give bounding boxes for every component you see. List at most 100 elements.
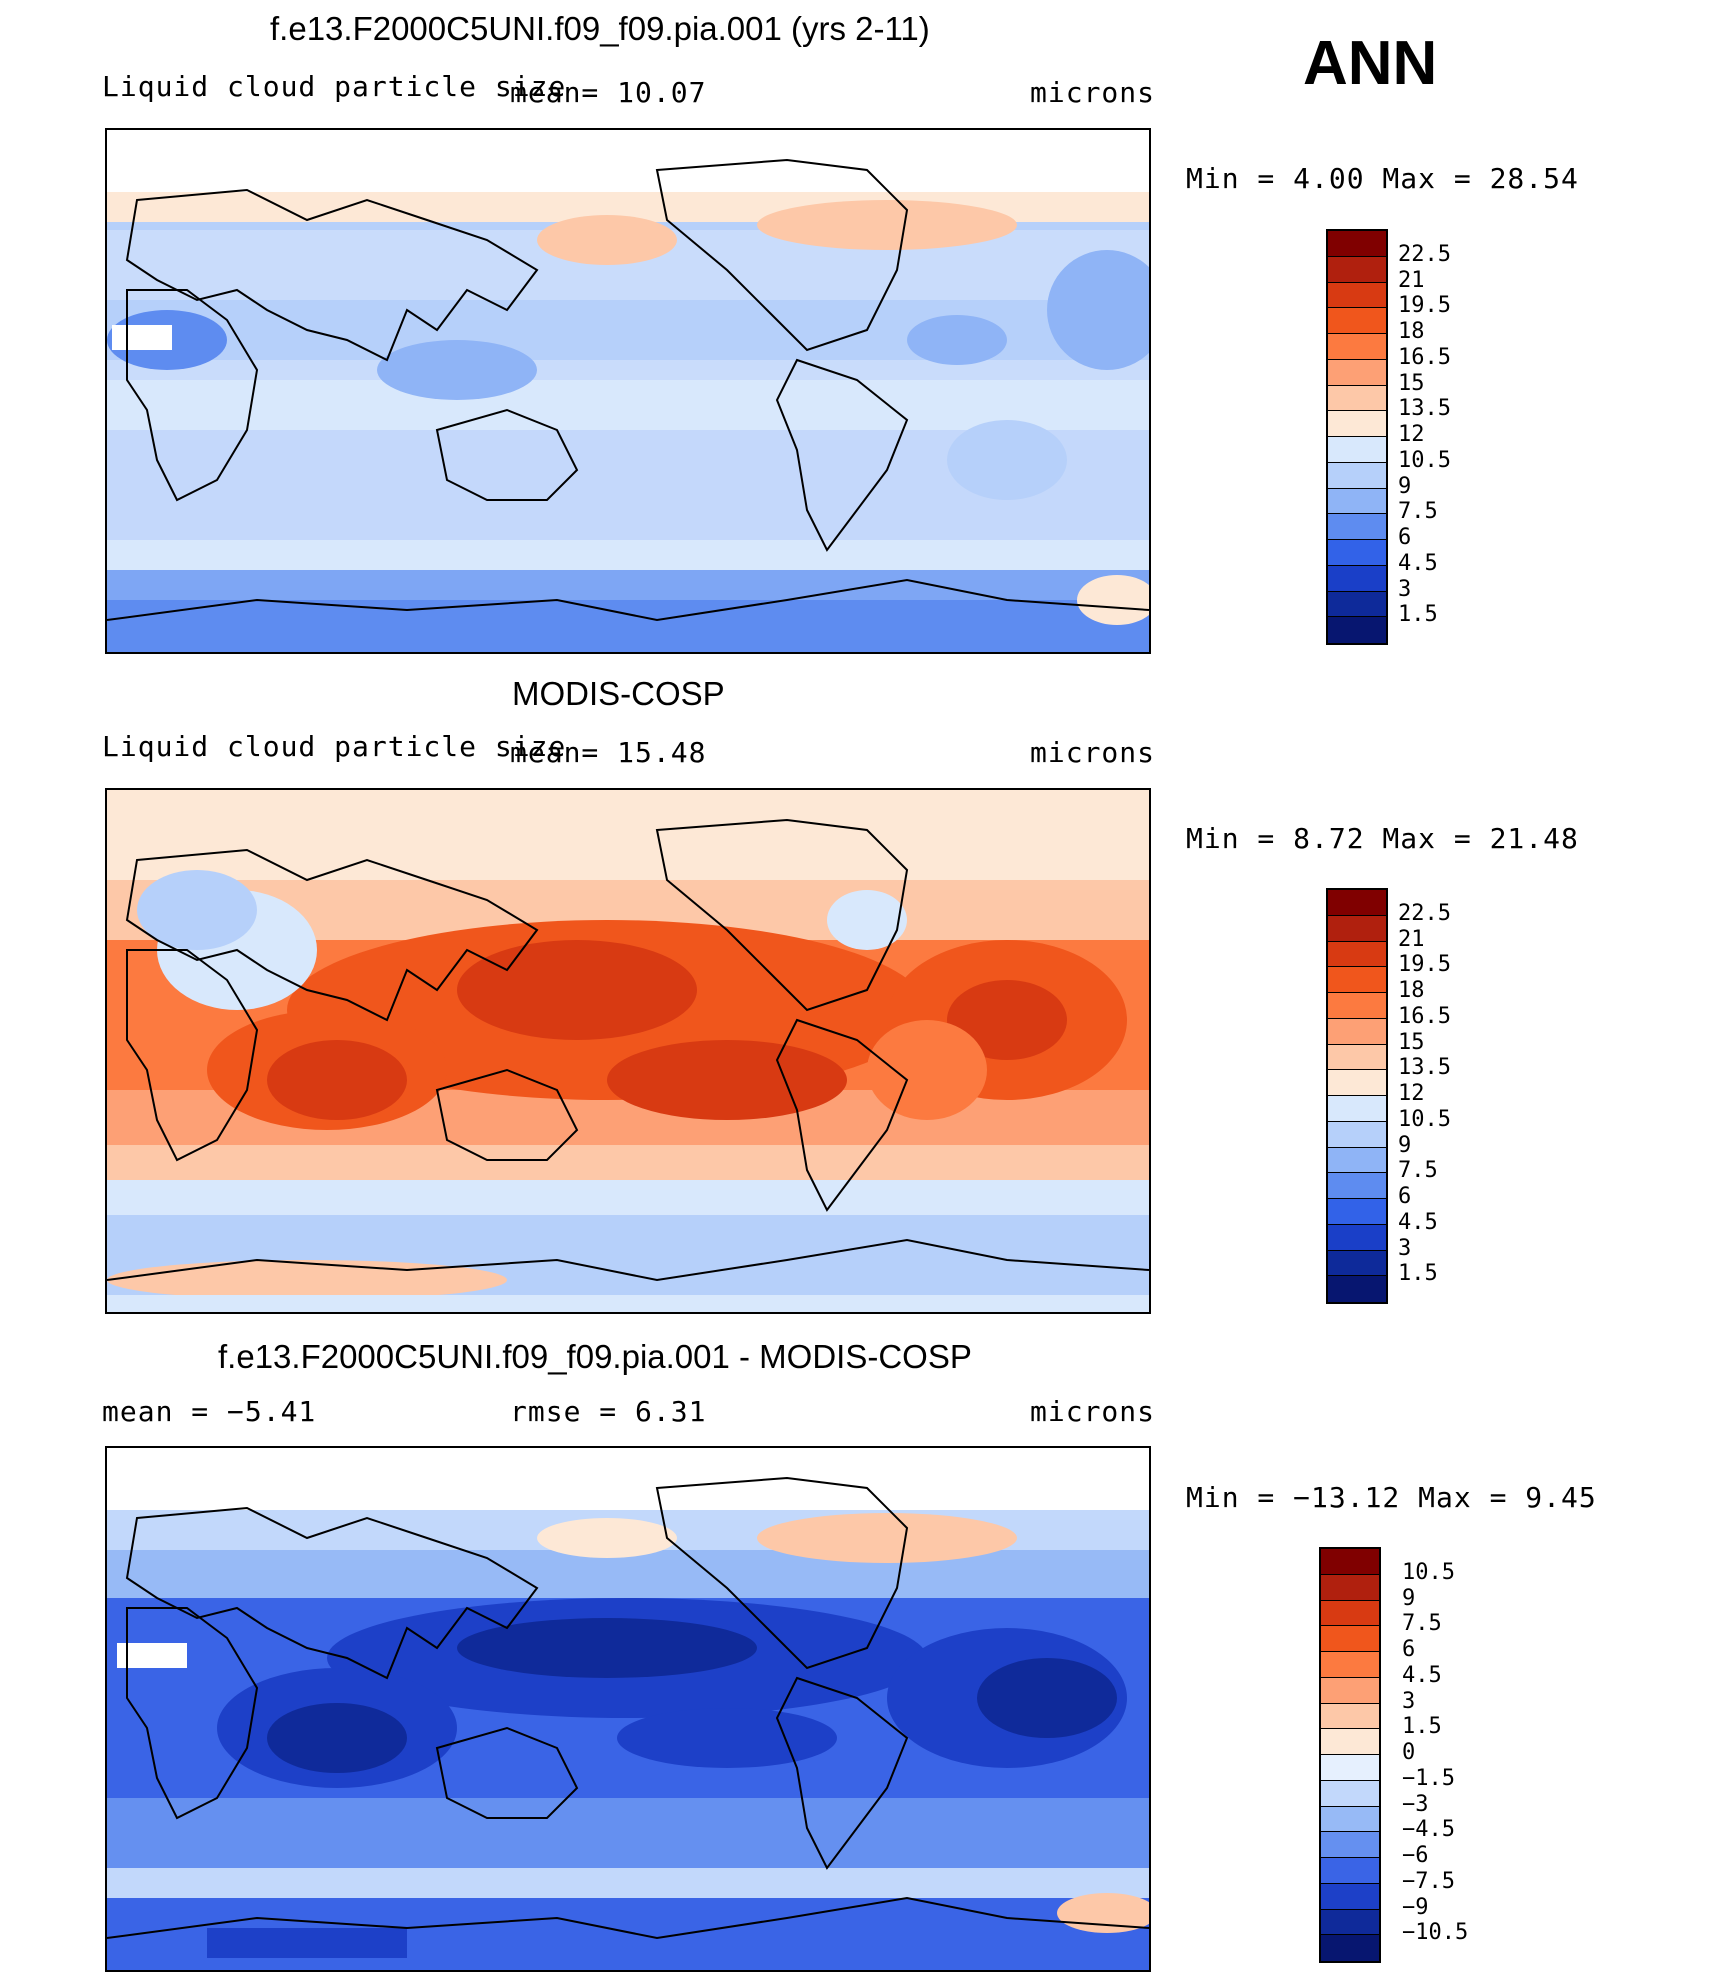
colorbar-tick-label: 3 [1398, 576, 1412, 602]
colorbar-tick-label: −6 [1402, 1843, 1429, 1868]
colorbar-swatch [1328, 967, 1386, 993]
colorbar-tick-label: 4.5 [1402, 1662, 1442, 1688]
panel1-colorbar-labels: 22.5 21 19.5 18 16.5 15 13.5 12 10.5 9 7.5 6 4.5 3 1.5 [1398, 229, 1478, 641]
colorbar-tick-label: 9 [1398, 1132, 1412, 1158]
colorbar-swatch [1321, 1574, 1379, 1601]
colorbar-swatch [1328, 1224, 1386, 1251]
panel3-title: f.e13.F2000C5UNI.f09_f09.pia.001 - MODIS… [218, 1338, 972, 1375]
colorbar-swatch [1321, 1729, 1379, 1755]
colorbar-tick-label: 13.5 [1398, 1055, 1451, 1081]
colorbar-swatch [1321, 1677, 1379, 1704]
panel1-title: f.e13.F2000C5UNI.f09_f09.pia.001 (yrs 2-… [270, 10, 930, 47]
colorbar-tick-label: 21 [1398, 926, 1425, 952]
colorbar-swatch [1328, 941, 1386, 968]
panel3-colorbar-labels: 10.5 9 7.5 6 4.5 3 1.5 0 −1.5 −3 −4.5 −6 −7.5 −9 −10.5 [1402, 1547, 1512, 1959]
colorbar-swatch [1321, 1832, 1379, 1858]
panel1-minmax: Min = 4.00 Max = 28.54 [1186, 162, 1579, 195]
colorbar-swatch [1321, 1883, 1379, 1910]
panel1-map [105, 128, 1151, 654]
panel3-colorbar [1319, 1547, 1381, 1963]
colorbar-swatch [1328, 1276, 1386, 1302]
colorbar-tick-label: 18 [1398, 978, 1425, 1003]
colorbar-tick-label: 16.5 [1398, 1003, 1451, 1029]
colorbar-tick-label: 13.5 [1398, 396, 1451, 422]
colorbar-swatch [1328, 1044, 1386, 1071]
colorbar-tick-label: 0 [1402, 1740, 1416, 1765]
colorbar-swatch [1328, 385, 1386, 412]
colorbar-swatch [1328, 334, 1386, 360]
colorbar-tick-label: 1.5 [1398, 602, 1438, 628]
colorbar-tick-label: −4.5 [1402, 1817, 1455, 1843]
colorbar-swatch [1328, 411, 1386, 437]
colorbar-swatch [1328, 437, 1386, 463]
colorbar-tick-label: 7.5 [1398, 499, 1438, 525]
colorbar-tick-label: 4.5 [1398, 1209, 1438, 1235]
panel2-mean: mean= 15.48 [510, 736, 707, 769]
panel3-units: microns [1030, 1395, 1156, 1428]
colorbar-tick-label: 12 [1398, 1081, 1425, 1106]
colorbar-tick-label: −3 [1402, 1791, 1429, 1817]
colorbar-swatch [1328, 993, 1386, 1019]
colorbar-swatch [1321, 1858, 1379, 1884]
colorbar-tick-label: −7.5 [1402, 1868, 1455, 1894]
colorbar-swatch [1321, 1909, 1379, 1936]
colorbar-swatch [1321, 1780, 1379, 1807]
colorbar-swatch [1328, 1147, 1386, 1174]
colorbar-swatch [1328, 1070, 1386, 1096]
colorbar-swatch [1328, 1018, 1386, 1045]
panel3-minmax: Min = −13.12 Max = 9.45 [1186, 1481, 1597, 1514]
colorbar-tick-label: 21 [1398, 267, 1425, 293]
panel1-variable: Liquid cloud particle size [102, 70, 567, 103]
colorbar-tick-label: 15 [1398, 1029, 1425, 1055]
colorbar-tick-label: 6 [1398, 1184, 1412, 1209]
colorbar-swatch [1328, 256, 1386, 283]
colorbar-swatch [1321, 1935, 1379, 1961]
panel3-rmse: rmse = 6.31 [510, 1395, 707, 1428]
colorbar-swatch [1328, 890, 1386, 916]
panel1-mean: mean= 10.07 [510, 76, 707, 109]
colorbar-tick-label: 6 [1398, 525, 1412, 550]
colorbar-swatch [1328, 488, 1386, 515]
colorbar-swatch [1328, 1173, 1386, 1199]
colorbar-tick-label: 19.5 [1398, 952, 1451, 978]
colorbar-tick-label: 22.5 [1398, 900, 1451, 926]
panel3-map [105, 1446, 1151, 1972]
colorbar-swatch [1328, 915, 1386, 942]
colorbar-swatch [1321, 1755, 1379, 1781]
colorbar-tick-label: 10.5 [1398, 447, 1451, 473]
colorbar-tick-label: 3 [1398, 1235, 1412, 1261]
colorbar-swatch [1328, 308, 1386, 334]
colorbar-tick-label: −10.5 [1402, 1920, 1469, 1946]
colorbar-swatch [1328, 1199, 1386, 1225]
colorbar-tick-label: 22.5 [1398, 241, 1451, 267]
colorbar-tick-label: 12 [1398, 422, 1425, 447]
colorbar-tick-label: −9 [1402, 1894, 1429, 1920]
colorbar-tick-label: −1.5 [1402, 1765, 1455, 1791]
colorbar-tick-label: 16.5 [1398, 344, 1451, 370]
colorbar-swatch [1321, 1626, 1379, 1652]
colorbar-tick-label: 9 [1398, 473, 1412, 499]
colorbar-swatch [1321, 1806, 1379, 1833]
colorbar-tick-label: 7.5 [1402, 1611, 1442, 1637]
colorbar-swatch [1328, 514, 1386, 540]
colorbar-tick-label: 1.5 [1402, 1714, 1442, 1740]
panel2-minmax: Min = 8.72 Max = 21.48 [1186, 822, 1579, 855]
panel3-mean: mean = −5.41 [102, 1395, 317, 1428]
colorbar-swatch [1328, 617, 1386, 643]
colorbar-swatch [1328, 1121, 1386, 1148]
panel2-colorbar [1326, 888, 1388, 1304]
panel2-colorbar-labels: 22.5 21 19.5 18 16.5 15 13.5 12 10.5 9 7.5 6 4.5 3 1.5 [1398, 888, 1478, 1300]
panel1-colorbar [1326, 229, 1388, 645]
colorbar-tick-label: 10.5 [1402, 1559, 1455, 1585]
panel2-map [105, 788, 1151, 1314]
colorbar-swatch [1328, 565, 1386, 592]
colorbar-swatch [1328, 231, 1386, 257]
panel2-units: microns [1030, 736, 1156, 769]
colorbar-swatch [1328, 591, 1386, 618]
colorbar-swatch [1321, 1549, 1379, 1575]
panel1-units: microns [1030, 76, 1156, 109]
colorbar-tick-label: 6 [1402, 1637, 1416, 1662]
colorbar-tick-label: 10.5 [1398, 1106, 1451, 1132]
colorbar-tick-label: 9 [1402, 1585, 1416, 1611]
colorbar-tick-label: 4.5 [1398, 550, 1438, 576]
